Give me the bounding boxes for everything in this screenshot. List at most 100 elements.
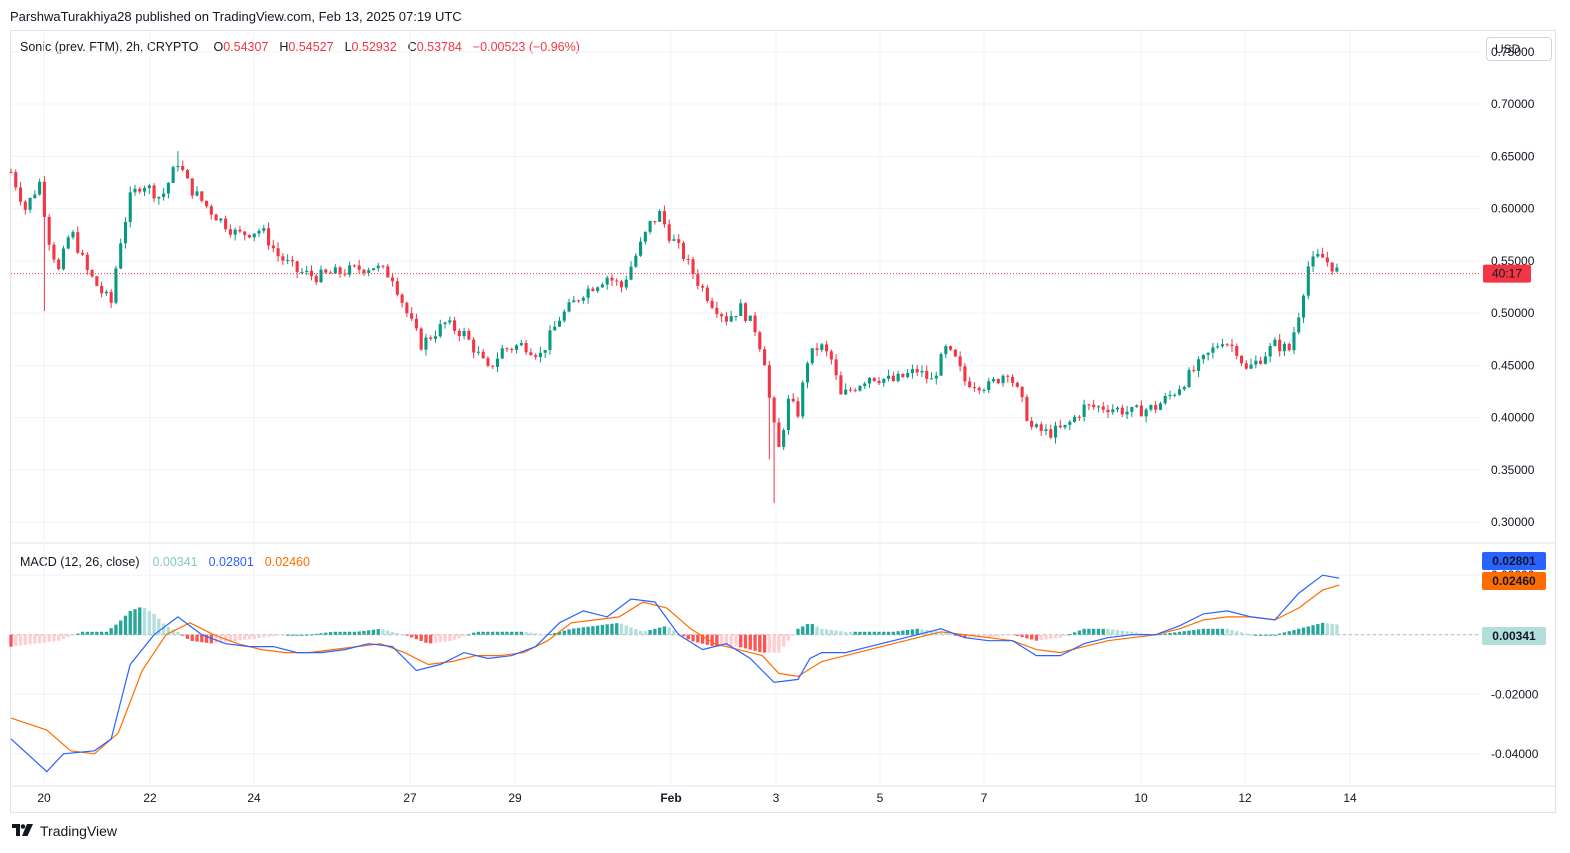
candle-body [1077,416,1081,418]
macd-histogram-bar [157,618,161,635]
macd-histogram-bar [448,634,452,641]
candle-body [867,377,872,384]
tradingview-brand[interactable]: TradingView [12,823,117,839]
candle-body [634,255,638,267]
macd-histogram-bar [1235,631,1239,635]
macd-histogram-bar [1058,634,1062,638]
macd-histogram-bar [586,626,590,635]
candle-body [252,233,256,238]
currency-button[interactable]: USD [1486,37,1552,61]
macd-histogram-bar [424,634,428,643]
macd-histogram-bar [1177,631,1182,635]
macd-histogram-bar [557,631,562,635]
candle-body [138,188,142,192]
candle-body [52,244,56,260]
macd-histogram-bar [867,631,872,635]
candle-body [367,270,371,274]
macd-histogram-bar [548,634,552,636]
macd-histogram-bar [476,631,481,635]
tradingview-logo-icon [12,824,33,836]
candle-body [286,259,290,261]
macd-histogram-bar [262,634,266,638]
candle-body [662,211,666,225]
candle-body [33,194,37,198]
macd-histogram-bar [791,634,795,636]
candle-body [433,336,438,339]
candle-body [14,172,18,188]
macd-histogram-bar [1106,628,1110,635]
candle-body [1154,404,1158,410]
macd-histogram-bar [829,629,834,635]
candle-body [100,285,104,294]
candle-body [76,232,80,253]
macd-histogram-bar [1273,634,1277,636]
macd-histogram-bar [991,634,996,638]
macd-histogram-bar [1220,628,1225,635]
macd-histogram-bar [1211,628,1215,635]
candle-body [1177,389,1182,395]
candle-body [534,355,538,358]
macd-histogram-bar [877,631,881,635]
candle-body [1225,344,1229,346]
macd-histogram-bar [71,634,75,636]
candle-body [553,326,557,331]
candle-body [848,389,852,391]
candle-body [939,354,943,376]
macd-histogram-bar [1082,628,1086,635]
macd-histogram-bar [562,630,566,635]
macd-histogram-bar [371,629,376,635]
high-value: 0.54527 [288,40,334,54]
macd-histogram-bar [710,634,714,647]
candle-body [395,281,399,295]
candle-body [1297,317,1301,333]
candle-body [538,352,542,358]
macd-value-label: 0.02801 [1492,554,1536,568]
change-value: −0.00523 (−0.96%) [472,40,580,54]
candle-body [1330,262,1334,272]
macd-histogram-bar [691,634,695,642]
macd-histogram-bar [1249,634,1253,636]
candle-body [23,201,27,210]
macd-histogram-bar [290,634,295,636]
candle-body [581,297,585,301]
candle-body [1053,425,1058,438]
candle-body [233,229,237,235]
candle-body [906,373,910,378]
macd-histogram-bar [567,629,571,635]
macd-histogram-bar [643,631,648,635]
candle-body [495,358,500,367]
macd-histogram-bar [514,631,519,635]
macd-histogram-bar [119,620,123,635]
candle-body [815,348,819,350]
macd-histogram-bar [1192,629,1196,635]
candle-body [810,348,814,364]
candle-body [119,243,123,269]
candle-body [329,272,333,274]
candle-body [1206,352,1210,355]
candle-body [853,390,857,392]
macd-histogram-bar [95,631,99,635]
price-axis-tick: 0.60000 [1491,202,1535,216]
candle-body [510,349,514,351]
macd-histogram-bar [1320,622,1325,635]
macd-histogram-bar [181,634,185,636]
macd-histogram-bar [1020,634,1024,638]
candle-body [267,228,271,246]
macd-histogram-bar [309,634,314,636]
candle-body [80,252,85,255]
histogram-value-label: 0.00341 [1492,629,1536,643]
macd-histogram-bar [52,634,56,642]
signal-value-label: 0.02460 [1492,574,1536,588]
signal-value-badge [1482,572,1546,590]
macd-histogram-bar [781,634,786,647]
macd-histogram-bar [758,634,762,653]
macd-histogram-bar [858,631,862,635]
macd-histogram-bar [305,634,309,636]
macd-histogram-bar [1196,629,1201,635]
macd-histogram-bar [686,634,690,640]
candle-body [1011,376,1015,383]
macd-histogram-bar [863,631,867,635]
macd-histogram-bar [1158,634,1163,636]
candle-body [1235,346,1239,356]
